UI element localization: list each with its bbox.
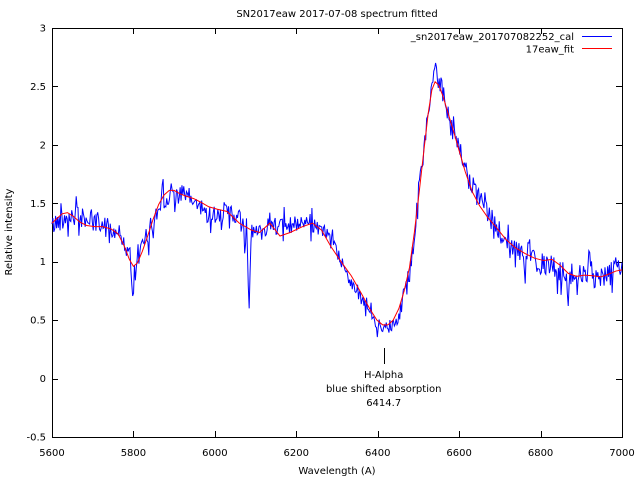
chart-title: SN2017eaw 2017-07-08 spectrum fitted <box>236 9 437 20</box>
y-tick-label: 1 <box>40 257 46 268</box>
y-tick-label: 2.5 <box>30 82 46 93</box>
x-tick-label: 7000 <box>609 448 634 459</box>
legend: _sn2017eaw_201707082252_cal 17eaw_fit <box>410 32 612 56</box>
x-axis-label: Wavelength (A) <box>298 466 375 477</box>
annotation-line-2: blue shifted absorption <box>326 384 441 395</box>
series-curves <box>51 62 623 338</box>
x-tick-label: 6000 <box>202 448 227 459</box>
annotation-line-1: H-Alpha <box>364 370 403 381</box>
spectrum-series-path <box>51 62 623 338</box>
axis-tick-labels: 5600 5800 6000 6200 6400 6600 6800 7000 -0.5 0 0.5… <box>26 24 634 460</box>
legend-label-fit: 17eaw_fit <box>526 45 574 56</box>
legend-label-spectrum: _sn2017eaw_201707082252_cal <box>410 32 574 43</box>
annotation-line-3: 6414.7 <box>366 398 401 409</box>
h-alpha-annotation: H-Alpha blue shifted absorption 6414.7 <box>326 348 441 409</box>
y-tick-label: 2 <box>40 140 46 151</box>
y-tick-label: -0.5 <box>26 433 46 444</box>
fit-series-path <box>51 80 623 326</box>
y-tick-label: 0.5 <box>30 316 46 327</box>
y-tick-label: 1.5 <box>30 199 46 210</box>
y-tick-label: 3 <box>40 24 46 35</box>
x-tick-label: 5800 <box>121 448 146 459</box>
y-axis-label: Relative intensity <box>4 188 15 275</box>
x-tick-label: 6600 <box>446 448 471 459</box>
x-tick-label: 5600 <box>39 448 64 459</box>
y-tick-label: 0 <box>40 374 46 385</box>
plot-border <box>52 28 623 438</box>
x-tick-label: 6400 <box>365 448 390 459</box>
x-tick-label: 6800 <box>528 448 553 459</box>
x-tick-label: 6200 <box>284 448 309 459</box>
plot-axes <box>52 28 623 438</box>
